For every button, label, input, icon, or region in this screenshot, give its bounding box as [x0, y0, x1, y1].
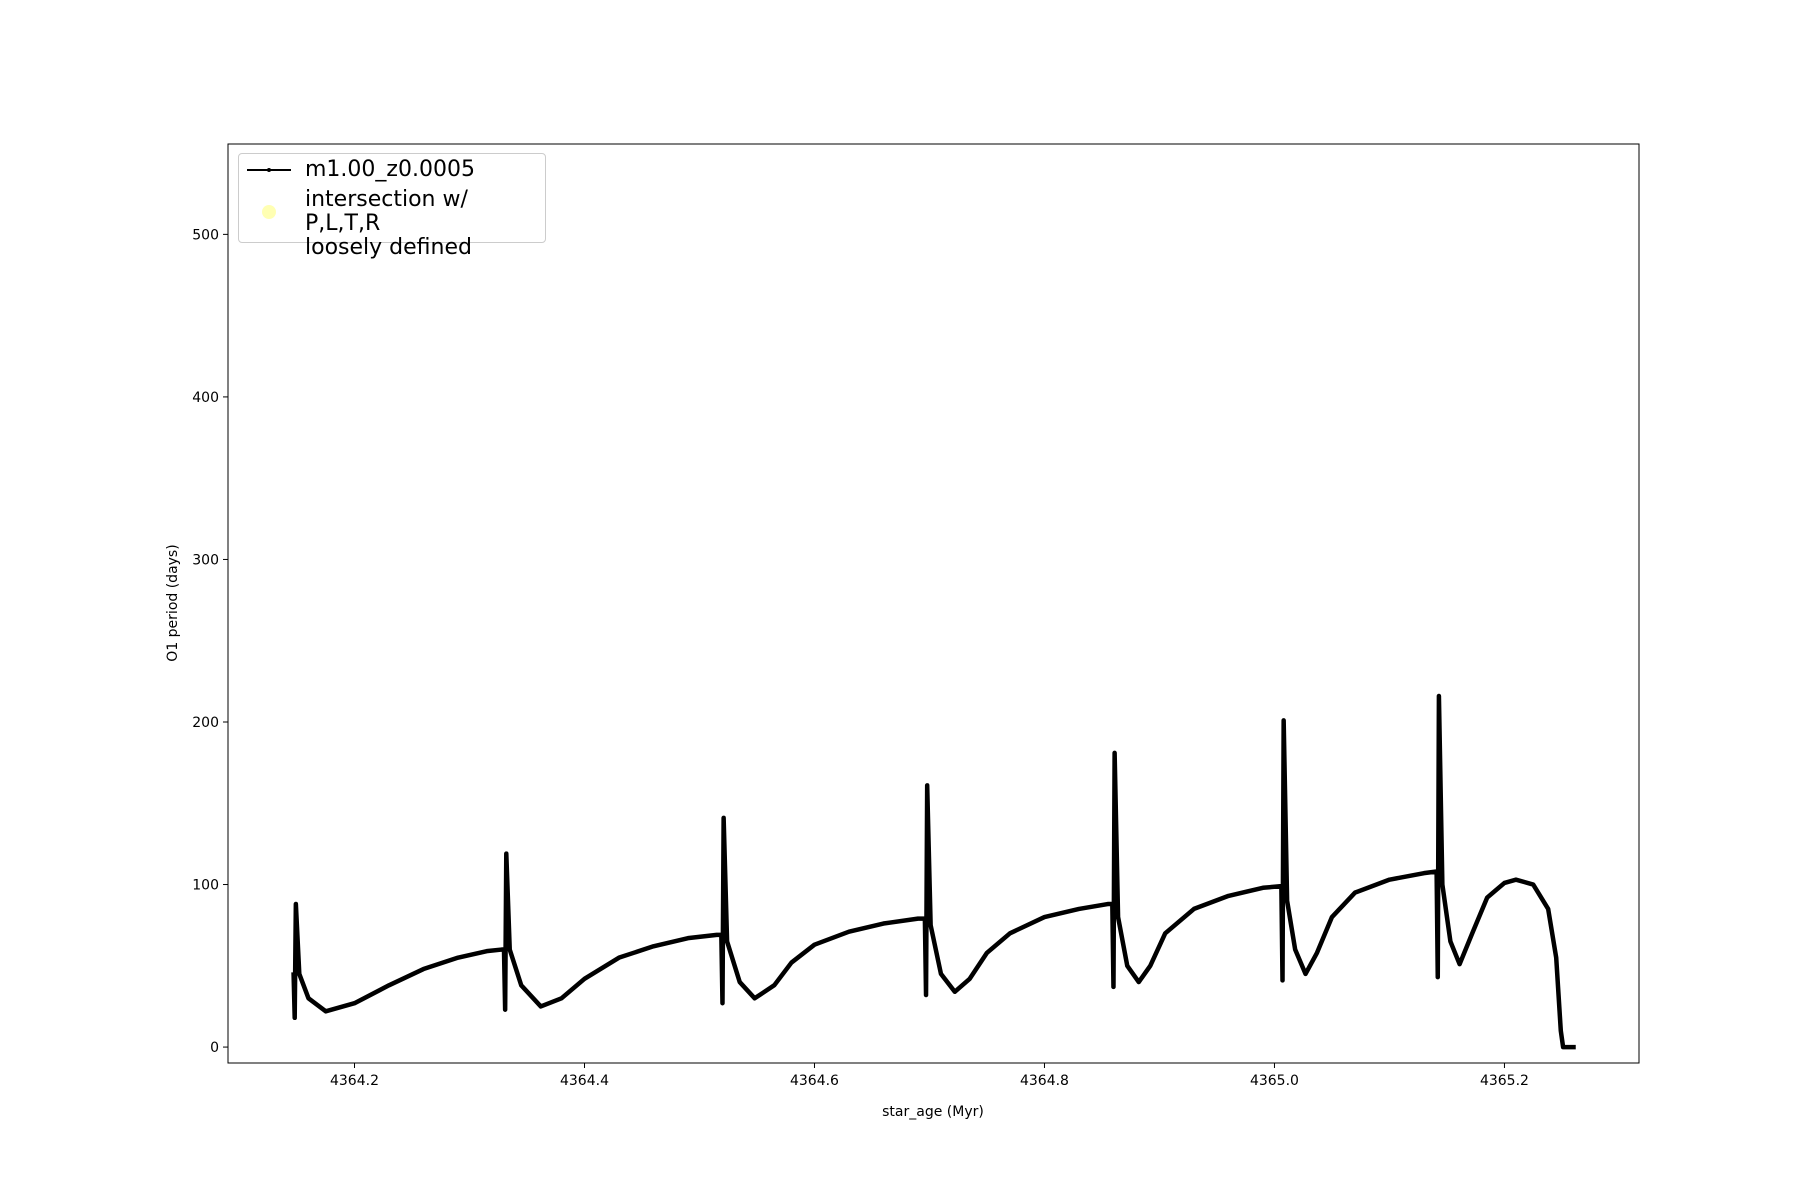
- y-tick-label: 400: [192, 390, 219, 406]
- legend: m1.00_z0.0005 intersection w/ P,L,T,R loo…: [238, 153, 546, 260]
- y-tick-label: 200: [192, 715, 219, 731]
- x-tick-label: 4364.4: [560, 1073, 609, 1089]
- legend-marker: [267, 168, 271, 172]
- x-tick-label: 4364.2: [330, 1073, 379, 1089]
- y-axis-label: O1 period (days): [165, 544, 181, 661]
- data-line: [291, 693, 1576, 1050]
- legend-label: m1.00_z0.0005: [305, 157, 475, 182]
- x-tick-label: 4364.8: [1020, 1073, 1069, 1089]
- y-tick-label: 300: [192, 552, 219, 568]
- legend-label: intersection w/ P,L,T,R loosely defined: [305, 187, 472, 260]
- y-tick-label: 500: [192, 227, 219, 243]
- x-tick-label: 4365.0: [1250, 1073, 1299, 1089]
- x-tick-label: 4365.2: [1480, 1073, 1529, 1089]
- legend-swatch: [247, 168, 291, 172]
- y-tick-label: 100: [192, 878, 219, 894]
- plot-frame: [227, 143, 1640, 1064]
- x-axis-label: star_age (Myr): [882, 1104, 984, 1120]
- legend-swatch: [262, 205, 276, 219]
- y-tick-label: 0: [210, 1040, 219, 1056]
- legend-marker: [262, 205, 276, 219]
- x-tick-label: 4364.6: [790, 1073, 839, 1089]
